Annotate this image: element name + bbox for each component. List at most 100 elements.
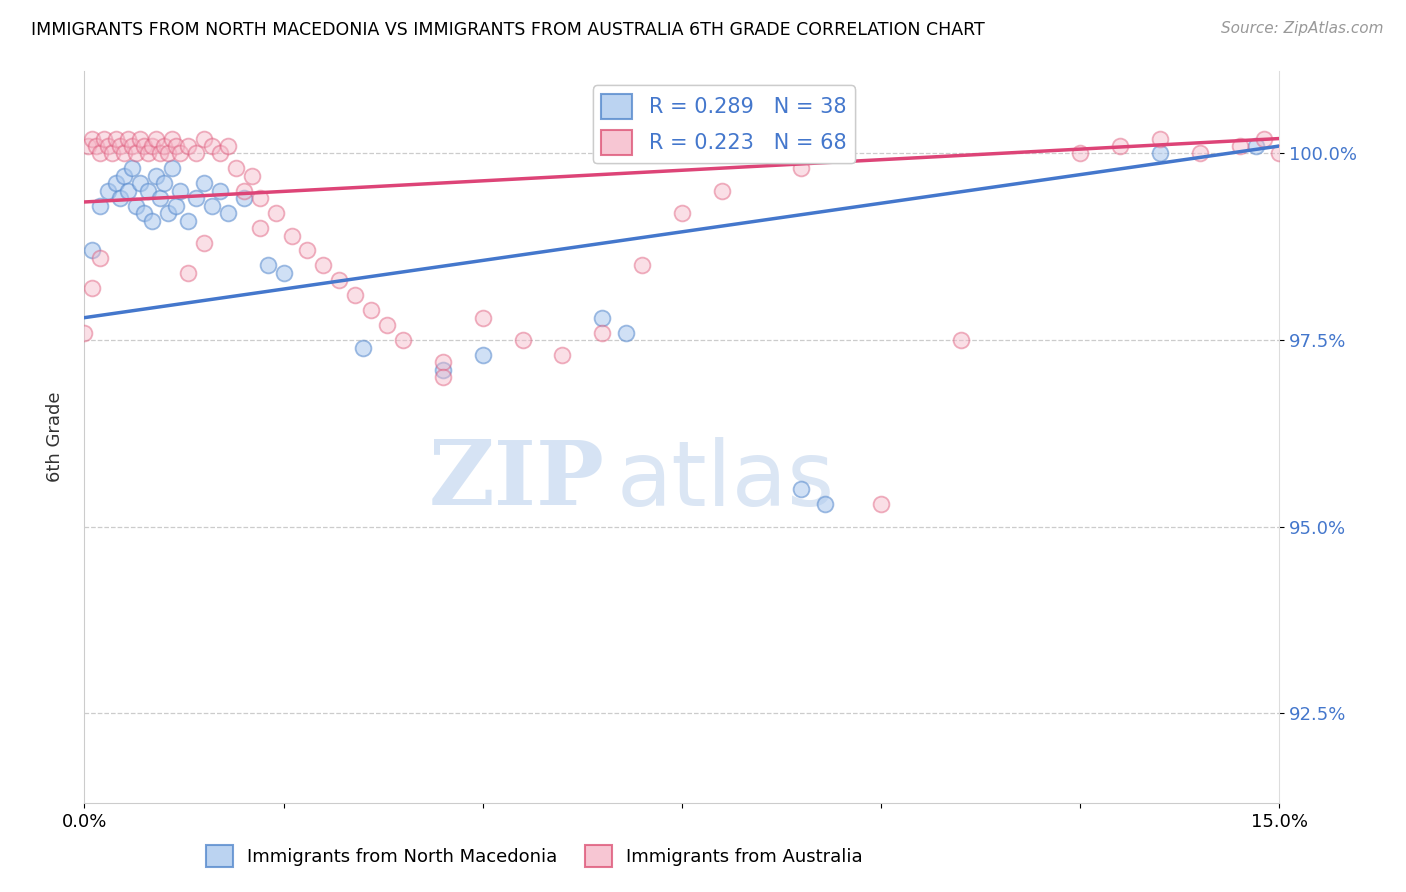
- Point: [136, 184, 159, 198]
- Point: [432, 355, 454, 369]
- Point: [82, 244, 104, 258]
- Point: [432, 370, 454, 384]
- Point: [249, 191, 271, 205]
- Point: [201, 139, 224, 153]
- Point: [129, 131, 152, 145]
- Point: [86, 139, 108, 153]
- Legend: Immigrants from North Macedonia, Immigrants from Australia: Immigrants from North Macedonia, Immigra…: [198, 838, 870, 874]
- Point: [132, 206, 156, 220]
- Point: [121, 139, 143, 153]
- Point: [256, 259, 278, 273]
- Point: [375, 318, 398, 332]
- Point: [193, 235, 215, 250]
- Point: [208, 184, 231, 198]
- Point: [201, 199, 224, 213]
- Point: [1229, 139, 1251, 153]
- Point: [169, 184, 191, 198]
- Point: [631, 259, 654, 273]
- Point: [157, 206, 180, 220]
- Point: [232, 184, 254, 198]
- Point: [132, 139, 156, 153]
- Point: [129, 177, 152, 191]
- Point: [97, 139, 120, 153]
- Point: [193, 131, 215, 145]
- Text: Source: ZipAtlas.com: Source: ZipAtlas.com: [1220, 21, 1384, 36]
- Point: [1244, 139, 1267, 153]
- Point: [77, 139, 100, 153]
- Point: [360, 303, 382, 318]
- Point: [105, 131, 128, 145]
- Point: [89, 251, 111, 265]
- Point: [352, 341, 374, 355]
- Point: [312, 259, 335, 273]
- Text: IMMIGRANTS FROM NORTH MACEDONIA VS IMMIGRANTS FROM AUSTRALIA 6TH GRADE CORRELATI: IMMIGRANTS FROM NORTH MACEDONIA VS IMMIG…: [31, 21, 984, 38]
- Point: [870, 497, 893, 511]
- Point: [112, 169, 135, 183]
- Point: [671, 206, 693, 220]
- Point: [121, 161, 143, 176]
- Point: [217, 206, 239, 220]
- Point: [208, 146, 231, 161]
- Point: [184, 191, 207, 205]
- Point: [89, 199, 111, 213]
- Point: [82, 281, 104, 295]
- Point: [280, 228, 302, 243]
- Point: [591, 310, 613, 325]
- Text: atlas: atlas: [616, 437, 834, 525]
- Point: [165, 199, 187, 213]
- Point: [1149, 131, 1171, 145]
- Point: [1069, 146, 1091, 161]
- Point: [177, 213, 200, 227]
- Point: [591, 326, 613, 340]
- Point: [177, 139, 200, 153]
- Point: [710, 184, 733, 198]
- Point: [814, 497, 837, 511]
- Point: [344, 288, 367, 302]
- Point: [125, 199, 148, 213]
- Point: [110, 191, 132, 205]
- Point: [249, 221, 271, 235]
- Point: [177, 266, 200, 280]
- Point: [1149, 146, 1171, 161]
- Point: [297, 244, 319, 258]
- Point: [73, 326, 96, 340]
- Point: [105, 177, 128, 191]
- Point: [232, 191, 254, 205]
- Point: [790, 161, 813, 176]
- Point: [101, 146, 124, 161]
- Point: [328, 273, 350, 287]
- Point: [145, 131, 167, 145]
- Point: [471, 310, 494, 325]
- Point: [117, 184, 139, 198]
- Point: [471, 348, 494, 362]
- Point: [1188, 146, 1211, 161]
- Point: [141, 213, 163, 227]
- Point: [160, 161, 183, 176]
- Point: [82, 131, 104, 145]
- Point: [273, 266, 295, 280]
- Point: [169, 146, 191, 161]
- Point: [1253, 131, 1275, 145]
- Point: [240, 169, 263, 183]
- Point: [1109, 139, 1132, 153]
- Point: [165, 139, 187, 153]
- Point: [149, 191, 172, 205]
- Point: [97, 184, 120, 198]
- Point: [145, 169, 167, 183]
- Legend: R = 0.289   N = 38, R = 0.223   N = 68: R = 0.289 N = 38, R = 0.223 N = 68: [593, 86, 855, 163]
- Point: [225, 161, 247, 176]
- Point: [217, 139, 239, 153]
- Text: ZIP: ZIP: [429, 437, 605, 524]
- Point: [157, 146, 180, 161]
- Y-axis label: 6th Grade: 6th Grade: [45, 392, 63, 483]
- Point: [110, 139, 132, 153]
- Point: [512, 333, 534, 347]
- Point: [184, 146, 207, 161]
- Point: [153, 177, 176, 191]
- Point: [392, 333, 415, 347]
- Point: [193, 177, 215, 191]
- Point: [112, 146, 135, 161]
- Point: [153, 139, 176, 153]
- Point: [949, 333, 972, 347]
- Point: [89, 146, 111, 161]
